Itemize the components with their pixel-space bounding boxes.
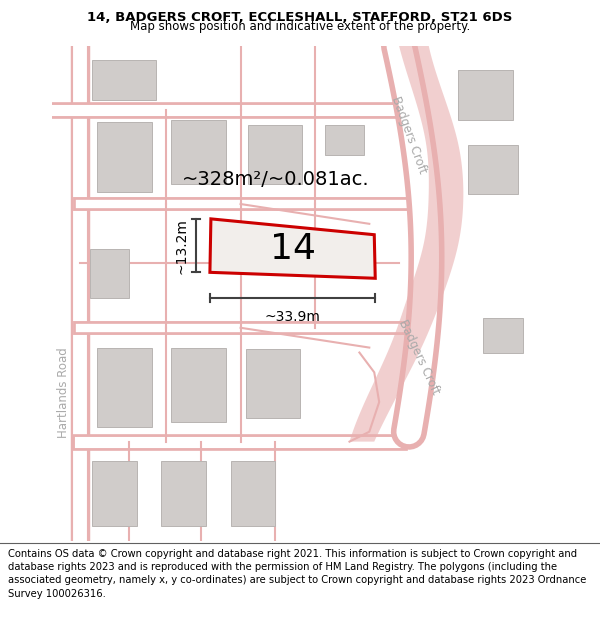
Bar: [97, 348, 151, 427]
Text: ~328m²/~0.081ac.: ~328m²/~0.081ac.: [181, 170, 369, 189]
Polygon shape: [210, 219, 375, 278]
Bar: [230, 461, 275, 526]
Text: Map shows position and indicative extent of the property.: Map shows position and indicative extent…: [130, 20, 470, 33]
Bar: [172, 120, 226, 184]
Text: Badgers Croft: Badgers Croft: [389, 94, 429, 175]
Text: 14: 14: [270, 232, 316, 266]
Bar: [92, 461, 137, 526]
Text: Badgers Croft: Badgers Croft: [396, 318, 442, 397]
Bar: [92, 61, 157, 100]
Bar: [469, 144, 518, 194]
Bar: [97, 122, 151, 192]
Bar: [483, 318, 523, 352]
Bar: [245, 349, 300, 418]
Polygon shape: [349, 46, 463, 442]
Text: Contains OS data © Crown copyright and database right 2021. This information is : Contains OS data © Crown copyright and d…: [8, 549, 586, 599]
Bar: [458, 71, 513, 120]
Text: Hartlands Road: Hartlands Road: [57, 347, 70, 438]
Bar: [325, 125, 364, 154]
Bar: [161, 461, 206, 526]
Text: ~33.9m: ~33.9m: [265, 311, 320, 324]
Bar: [89, 249, 129, 298]
Text: 14, BADGERS CROFT, ECCLESHALL, STAFFORD, ST21 6DS: 14, BADGERS CROFT, ECCLESHALL, STAFFORD,…: [88, 11, 512, 24]
Bar: [172, 348, 226, 422]
Text: ~13.2m: ~13.2m: [175, 217, 188, 274]
Bar: [248, 125, 302, 184]
